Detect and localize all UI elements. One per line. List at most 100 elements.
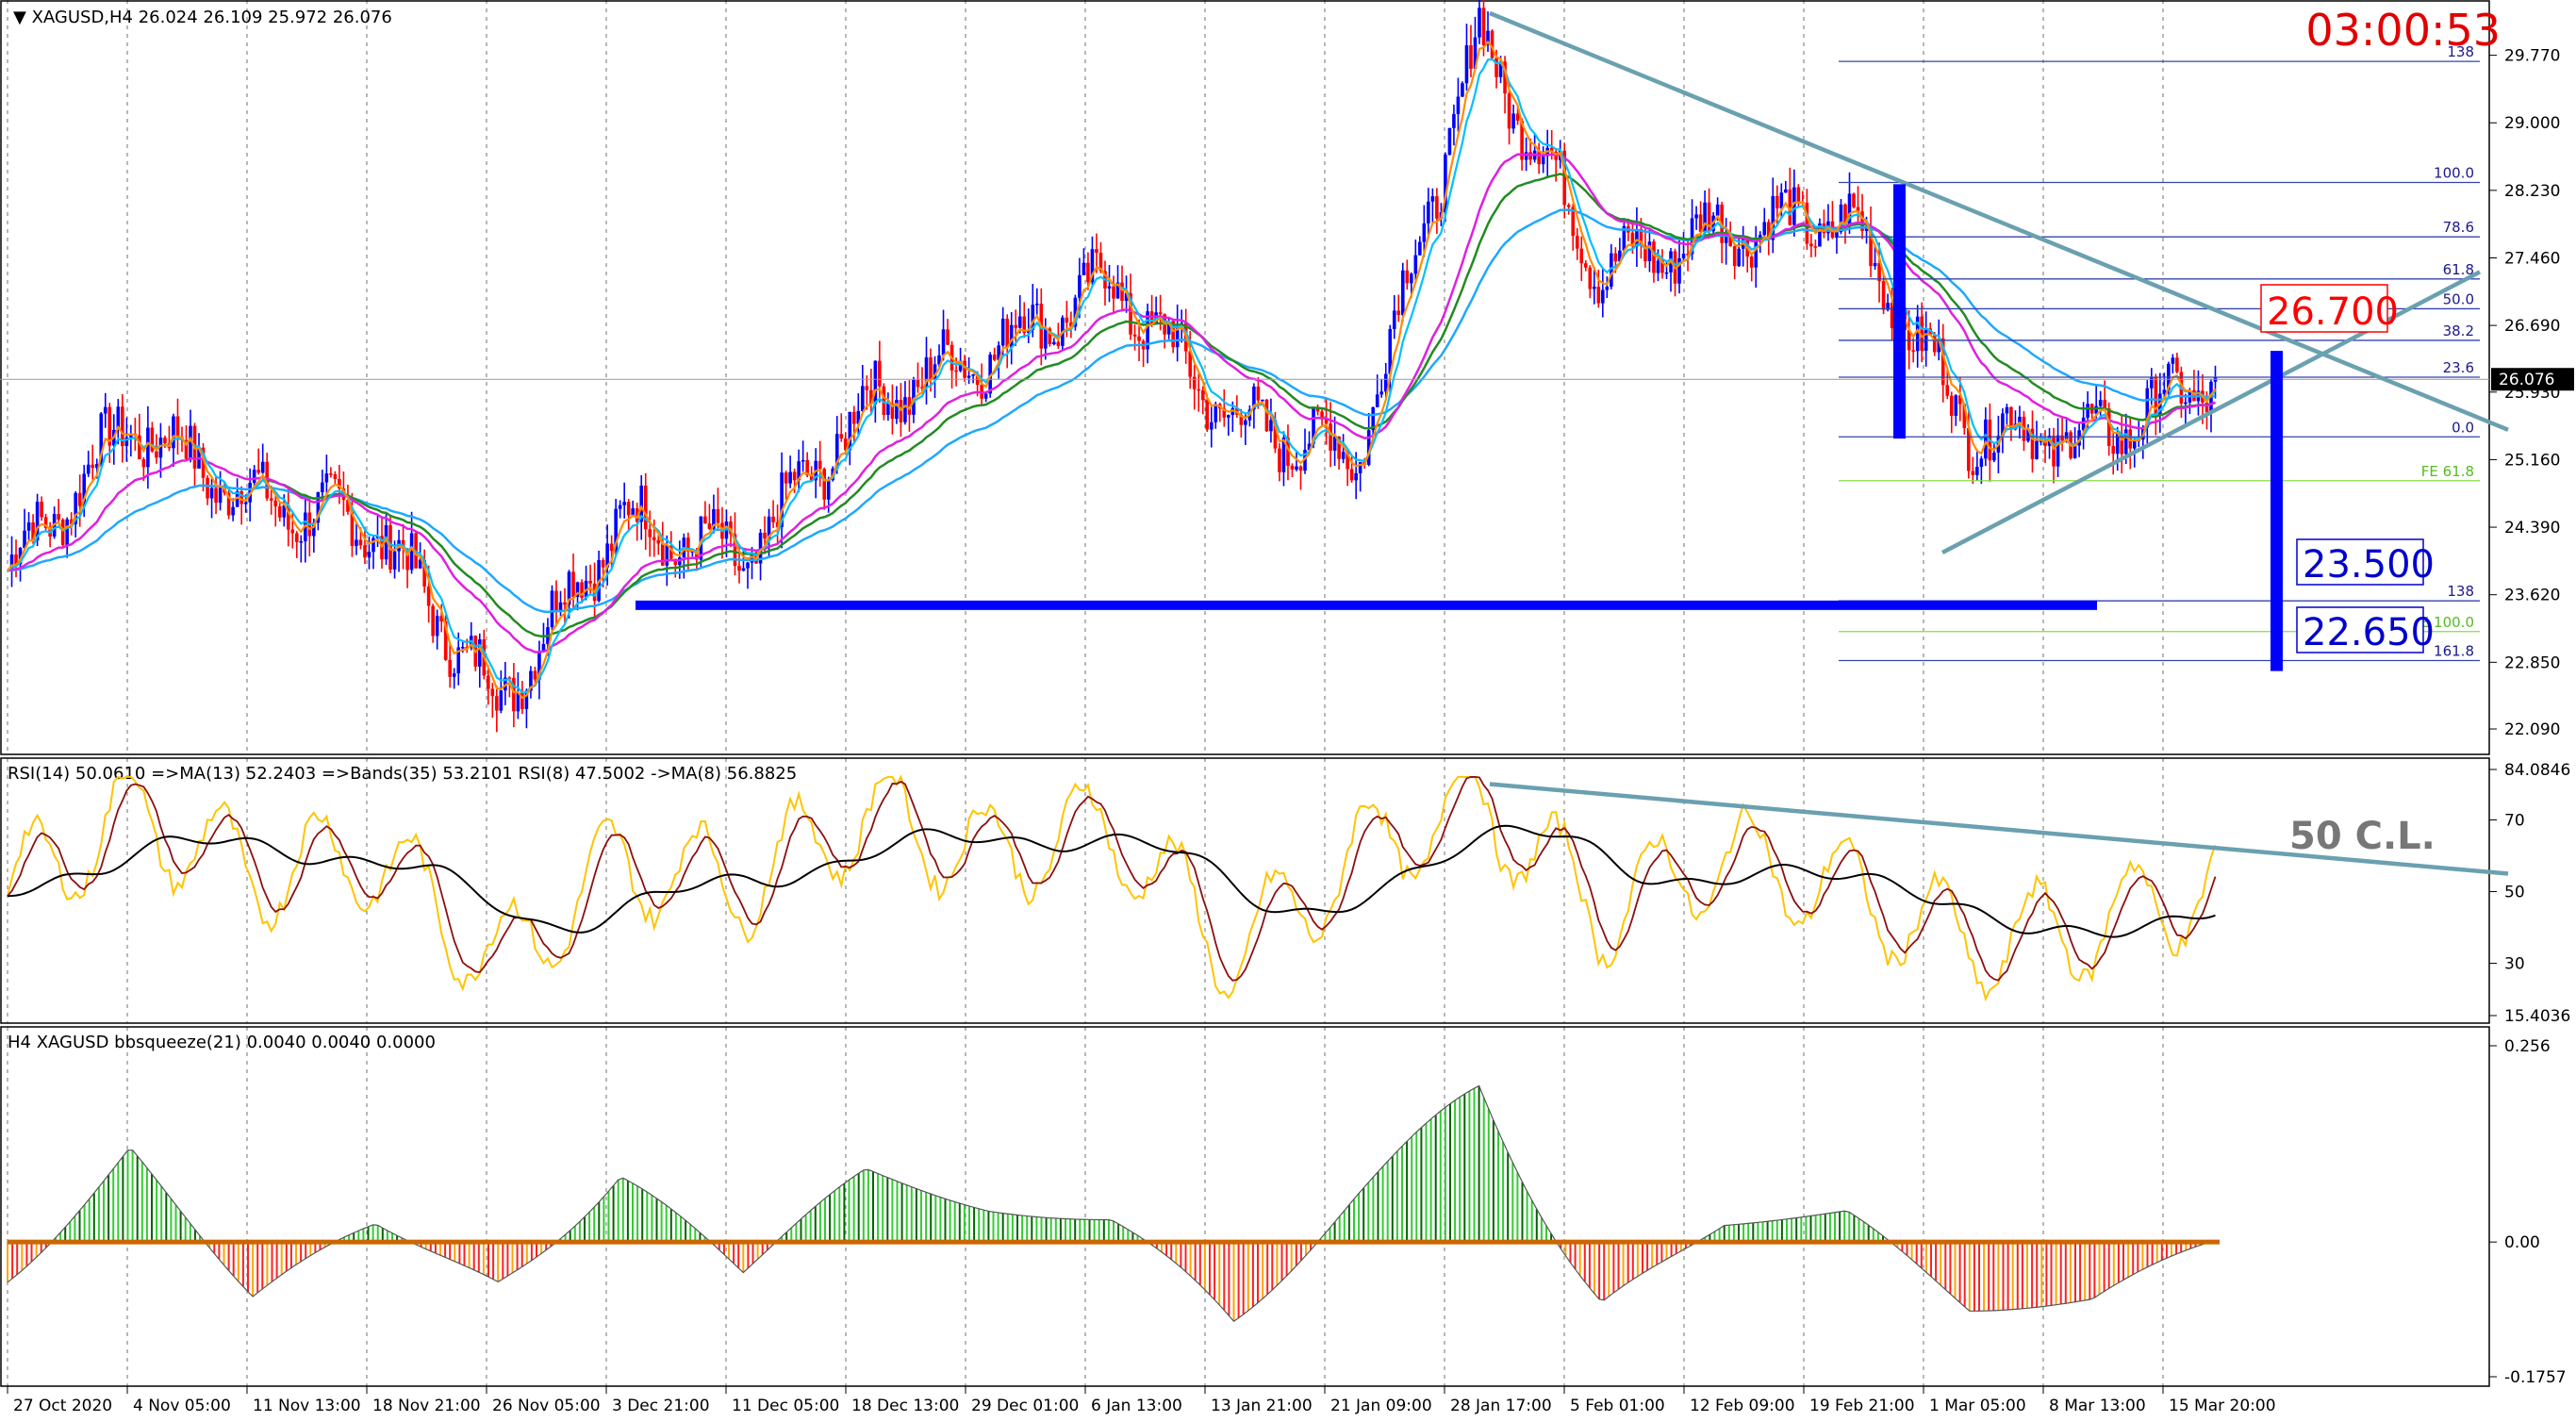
candle-body bbox=[1146, 311, 1149, 350]
candle-body bbox=[1295, 466, 1298, 470]
candle-body bbox=[155, 451, 158, 458]
candle-body bbox=[563, 602, 567, 605]
candle-body bbox=[405, 549, 409, 570]
candle-body bbox=[129, 433, 133, 438]
price-axis-label: 23.620 bbox=[2504, 587, 2560, 605]
candle-body bbox=[1928, 328, 1933, 336]
candle-body bbox=[2145, 388, 2150, 428]
candle-body bbox=[1358, 461, 1362, 473]
candle-body bbox=[554, 590, 558, 612]
candle-body bbox=[2123, 429, 2128, 455]
candle-body bbox=[605, 543, 609, 568]
candle-body bbox=[1298, 466, 1303, 471]
candle-body bbox=[1911, 350, 1915, 352]
price-axis-label: 22.850 bbox=[2504, 653, 2560, 672]
candle-body bbox=[1881, 281, 1886, 310]
candle-body bbox=[1984, 419, 1988, 459]
candle-body bbox=[882, 386, 886, 415]
candle-body bbox=[1452, 113, 1456, 128]
candle-body bbox=[775, 521, 780, 528]
candle-body bbox=[1095, 249, 1098, 254]
fe-level-label: FE 100.0 bbox=[2412, 614, 2474, 631]
candle-body bbox=[77, 492, 82, 506]
candle-body bbox=[1026, 330, 1031, 334]
candle-body bbox=[286, 505, 290, 530]
candle-body bbox=[1613, 253, 1618, 262]
candle-body bbox=[767, 516, 771, 539]
candle-body bbox=[1107, 286, 1112, 289]
squeeze-axis-label: 0.256 bbox=[2504, 1037, 2551, 1056]
squeeze-axis-label: 0.00 bbox=[2504, 1233, 2540, 1252]
candle-body bbox=[1737, 248, 1741, 267]
candle-body bbox=[746, 562, 750, 569]
candle-body bbox=[988, 355, 992, 394]
candle-body bbox=[487, 675, 490, 689]
candle-body bbox=[1664, 272, 1669, 274]
ema-mid-line bbox=[7, 58, 2217, 694]
candle-body bbox=[890, 404, 895, 420]
candle-body bbox=[1273, 420, 1278, 449]
candle-body bbox=[1315, 407, 1320, 412]
candle-body bbox=[1639, 228, 1643, 246]
candle-body bbox=[1137, 336, 1141, 341]
candle-body bbox=[1005, 318, 1010, 348]
candle-body bbox=[435, 616, 439, 637]
candle-body bbox=[1754, 239, 1759, 268]
candle-body bbox=[963, 360, 966, 378]
candle-body bbox=[409, 533, 414, 570]
candle-body bbox=[1379, 391, 1384, 395]
candle-body bbox=[1873, 262, 1877, 267]
candle-body bbox=[873, 360, 878, 405]
candle-body bbox=[1915, 316, 1920, 352]
candle-body bbox=[588, 580, 592, 584]
candle-body bbox=[758, 533, 763, 564]
candle-body bbox=[1686, 254, 1690, 256]
candle-body bbox=[1890, 303, 1894, 329]
candle-body bbox=[392, 551, 397, 570]
candle-body bbox=[2001, 413, 2005, 437]
candle-body bbox=[1957, 395, 1962, 405]
candle-body bbox=[614, 508, 618, 552]
candle-body bbox=[1478, 8, 1481, 38]
candle-body bbox=[1622, 225, 1627, 251]
candle-body bbox=[103, 406, 107, 414]
candle-body bbox=[1227, 415, 1230, 418]
candle-body bbox=[2162, 389, 2167, 394]
candle-body bbox=[524, 690, 529, 709]
candle-body bbox=[1805, 202, 1809, 244]
candle-body bbox=[1392, 310, 1396, 329]
candle-body bbox=[733, 534, 737, 567]
candle-body bbox=[1090, 249, 1095, 283]
candle-body bbox=[741, 568, 746, 571]
candle-body bbox=[312, 522, 316, 537]
candle-body bbox=[372, 537, 375, 553]
candle-body bbox=[1000, 318, 1005, 346]
candle-body bbox=[2081, 417, 2086, 431]
candle-body bbox=[426, 586, 431, 606]
time-axis-label: 18 Dec 13:00 bbox=[851, 1397, 959, 1415]
candle-body bbox=[1124, 292, 1129, 302]
candle-body bbox=[843, 438, 848, 451]
price-axis-label: 24.390 bbox=[2504, 519, 2560, 537]
candle-body bbox=[1813, 246, 1818, 248]
candle-body bbox=[656, 539, 661, 544]
fib-level-label: 78.6 bbox=[2443, 219, 2474, 236]
candle-body bbox=[218, 488, 223, 504]
candle-body bbox=[1971, 471, 1975, 475]
candle-body bbox=[2005, 406, 2009, 414]
fib-level-label: 161.8 bbox=[2434, 642, 2474, 659]
candle-body bbox=[1758, 235, 1762, 240]
time-axis-label: 29 Dec 01:00 bbox=[971, 1397, 1079, 1415]
candle-body bbox=[703, 516, 707, 524]
time-axis-label: 15 Mar 20:00 bbox=[2169, 1397, 2276, 1415]
candle-body bbox=[784, 472, 788, 484]
candle-body bbox=[912, 379, 916, 415]
time-axis-label: 3 Dec 21:00 bbox=[612, 1397, 710, 1415]
candle-body bbox=[1031, 305, 1035, 331]
candle-body bbox=[1809, 243, 1813, 247]
candle-body bbox=[1992, 453, 1996, 461]
candle-body bbox=[1583, 263, 1588, 268]
candle-body bbox=[329, 473, 333, 475]
candle-body bbox=[1435, 196, 1439, 219]
candle-body bbox=[763, 533, 767, 539]
